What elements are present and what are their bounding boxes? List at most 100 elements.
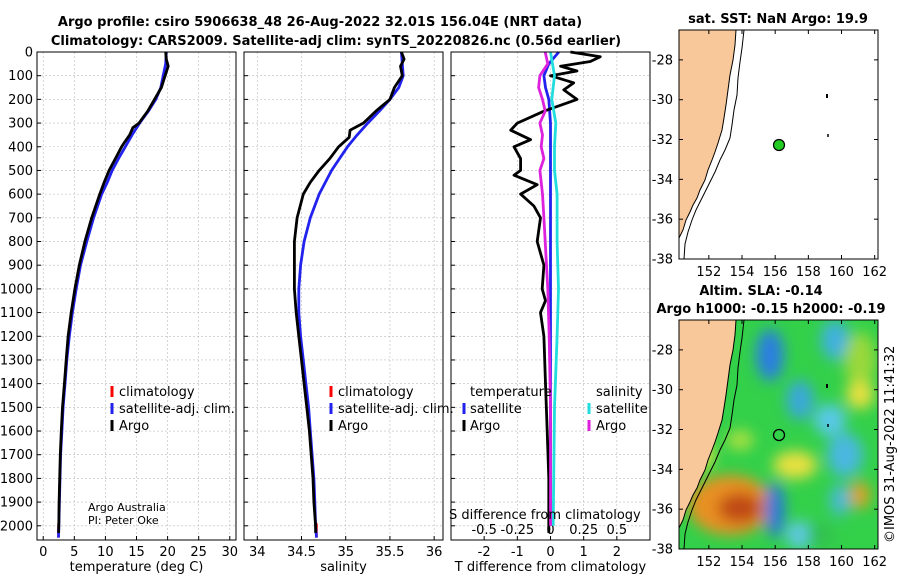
difference-panel: -2 -1 0 1 2 -0.5 -0.25 0 0.25 0.5 T difference fro… — [450, 50, 651, 575]
x2-tick-label: -0.25 — [501, 523, 535, 538]
plot-frame — [36, 51, 237, 541]
y-tick-label: 1900 — [0, 496, 33, 511]
y-tick-label: 800 — [8, 235, 33, 250]
legend-satellite-label: satellite-adj. clim. — [338, 402, 454, 417]
x-tick-label: 35 — [337, 545, 354, 560]
temperature-panel: 0100200300400500600700800900100011001200… — [0, 46, 238, 576]
map-x-tick-label: 156 — [763, 265, 788, 280]
map-y-tick-label: -28 — [652, 53, 673, 68]
x-tick-label: 2 — [613, 545, 621, 560]
sla-map: Altim. SLA: -0.14 Argo h1000: -0.15 h200… — [652, 284, 887, 570]
legend-salinity-title: salinity — [596, 385, 643, 400]
map-y-tick-label: -36 — [652, 213, 673, 228]
y-tick-label: 400 — [8, 140, 33, 155]
sla-coast-land — [679, 320, 737, 529]
series-temperature-satellite — [542, 51, 560, 526]
y-tick-label: 500 — [8, 164, 33, 179]
legend-argo-label: Argo — [338, 419, 368, 434]
temperature-legend: climatology satellite-adj. clim. Argo — [110, 385, 235, 434]
y-tick-label: 1000 — [0, 282, 33, 297]
legend-climatology-label: climatology — [338, 385, 414, 400]
series-salinity-argo — [537, 51, 552, 526]
sst-shelf-contour — [683, 30, 745, 259]
x-axis-label: T difference from climatology — [454, 560, 647, 575]
x-tick-label: 5 — [70, 545, 78, 560]
x-tick-label: 0 — [546, 545, 554, 560]
map-y-tick-label: -28 — [652, 343, 673, 358]
y-tick-label: 900 — [8, 259, 33, 274]
map-y-tick-label: -38 — [652, 253, 673, 268]
x-tick-label: 25 — [190, 545, 207, 560]
title-line-2: Climatology: CARS2009. Satellite-adj cli… — [51, 34, 621, 49]
y-tick-label: 1600 — [0, 425, 33, 440]
legend-sal-satellite-label: satellite — [596, 402, 648, 417]
x2-tick-label: -0.5 — [471, 523, 496, 538]
sla-map-ticks: 152 154 156 158 160 162 -28 -30 -32 -34 -36 -38 — [652, 320, 887, 570]
map-x-tick-label: 152 — [696, 555, 721, 570]
y-tick-label: 300 — [8, 117, 33, 132]
y-tick-label: 100 — [8, 69, 33, 84]
series-salinity-satellite — [549, 51, 560, 526]
x-tick-label: 30 — [222, 545, 239, 560]
y-tick-label: 1500 — [0, 401, 33, 416]
y-tick-label: 2000 — [0, 519, 33, 534]
sst-argo-marker — [772, 138, 786, 152]
map-y-tick-label: -32 — [652, 133, 673, 148]
legend-climatology-label: climatology — [119, 385, 195, 400]
map-x-tick-label: 158 — [796, 555, 821, 570]
x-tick-label: -1 — [511, 545, 524, 560]
credit-line-1: Argo Australia — [88, 501, 166, 514]
map-x-tick-label: 154 — [730, 555, 755, 570]
sla-argo-marker — [772, 428, 786, 442]
x-tick-label: -2 — [478, 545, 491, 560]
x-tick-label: 34.5 — [287, 545, 316, 560]
map-x-tick-label: 158 — [796, 265, 821, 280]
plot-frame — [243, 51, 444, 541]
x-tick-label: 1 — [580, 545, 588, 560]
x-tick-label: 0 — [39, 545, 47, 560]
map-x-tick-label: 152 — [696, 265, 721, 280]
sst-map-ticks: 152 154 156 158 160 162 -28 -30 -32 -34 -36 -38 — [652, 30, 887, 280]
x-axis-label: salinity — [320, 560, 367, 575]
imos-timestamp: ©IMOS 31-Aug-2022 11:41:32 — [883, 346, 898, 543]
legend-temp-satellite-label: satellite — [470, 402, 522, 417]
sst-coast-land — [679, 30, 737, 239]
sla-anomalies — [686, 320, 876, 549]
sst-map: sat. SST: NaN Argo: 19.9 152 154 156 158 160… — [652, 12, 887, 280]
legend-argo-label: Argo — [119, 419, 149, 434]
x-tick-label: 15 — [128, 545, 145, 560]
title-line-1: Argo profile: csiro 5906638_48 26-Aug-20… — [58, 15, 582, 30]
y-tick-label: 1100 — [0, 306, 33, 321]
x-tick-label: 35.5 — [375, 545, 404, 560]
x-tick-label: 36 — [426, 545, 443, 560]
x-tick-label: 20 — [159, 545, 176, 560]
y-tick-label: 200 — [8, 93, 33, 108]
salinity-legend: climatology satellite-adj. clim. Argo — [329, 385, 454, 434]
map-y-tick-label: -34 — [652, 173, 673, 188]
map-y-tick-label: -34 — [652, 463, 673, 478]
difference-legend: temperature salinity satellite Argo sate… — [462, 385, 648, 434]
sla-map-title: Altim. SLA: -0.14 — [699, 284, 822, 299]
sla-shelf-contour — [683, 320, 745, 549]
legend-satellite-label: satellite-adj. clim. — [119, 402, 235, 417]
y-tick-label: 600 — [8, 188, 33, 203]
map-y-tick-label: -30 — [652, 93, 673, 108]
legend-sal-argo-label: Argo — [596, 419, 626, 434]
map-x-tick-label: 160 — [829, 265, 854, 280]
plot-area — [244, 52, 443, 540]
y-tick-label: 0 — [25, 46, 33, 61]
sla-map-subtitle: Argo h1000: -0.15 h2000: -0.19 — [656, 302, 885, 317]
map-x-tick-label: 162 — [862, 265, 887, 280]
x-tick-label: 34 — [249, 545, 266, 560]
map-x-tick-label: 154 — [730, 265, 755, 280]
map-y-tick-label: -32 — [652, 423, 673, 438]
sla-field — [679, 320, 878, 549]
map-x-tick-label: 160 — [829, 555, 854, 570]
legend-temp-argo-label: Argo — [470, 419, 500, 434]
map-y-tick-label: -38 — [652, 543, 673, 558]
y-tick-label: 1400 — [0, 377, 33, 392]
sst-map-frame — [678, 29, 879, 260]
series-argo — [57, 51, 170, 533]
x2-tick-label: 0.5 — [606, 523, 627, 538]
